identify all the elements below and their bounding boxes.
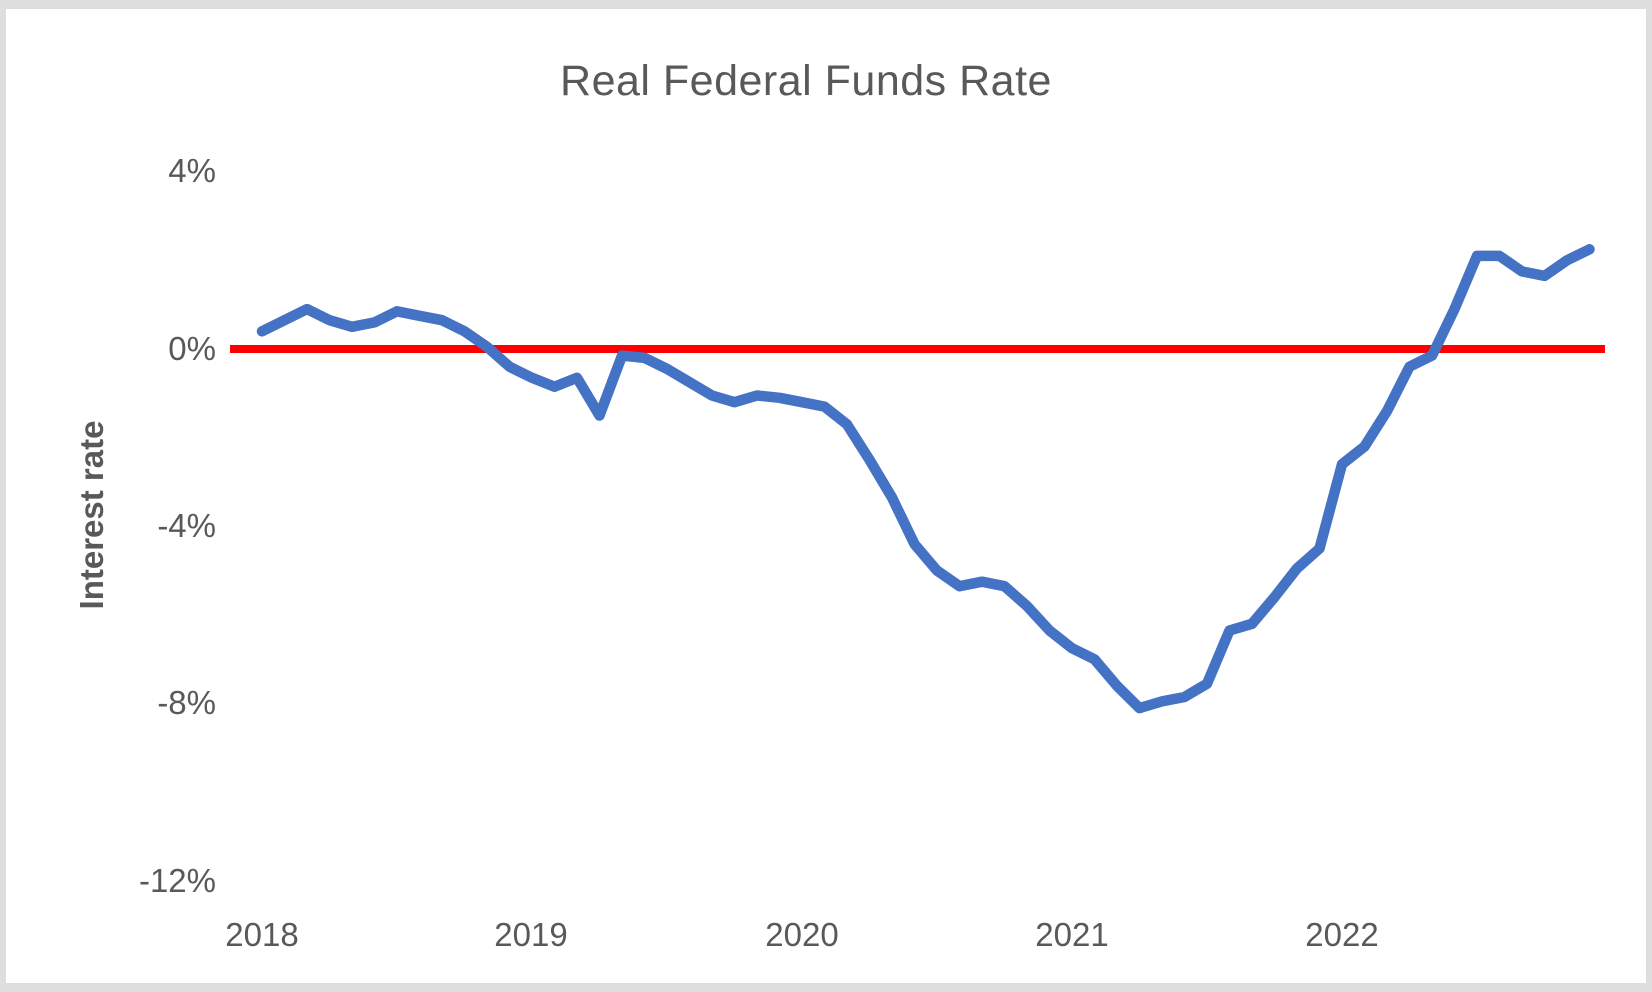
x-tick-label: 2022 <box>1305 916 1379 953</box>
plot-svg <box>230 244 1605 714</box>
x-tick-label: 2020 <box>765 916 839 953</box>
y-tick-label: 4% <box>168 152 216 189</box>
y-tick-label: -12% <box>138 862 216 899</box>
chart-title: Real Federal Funds Rate <box>560 57 1052 105</box>
y-tick-label: -8% <box>157 684 216 721</box>
chart-surface: Real Federal Funds Rate Interest rate 4%… <box>6 9 1646 983</box>
x-tick-label: 2018 <box>225 916 299 953</box>
y-tick-label: -4% <box>157 507 216 544</box>
x-tick-label: 2021 <box>1035 916 1109 953</box>
series-line-real-ffr <box>256 244 1595 714</box>
y-tick-label: 0% <box>168 330 216 367</box>
x-tick-label: 2019 <box>494 916 568 953</box>
